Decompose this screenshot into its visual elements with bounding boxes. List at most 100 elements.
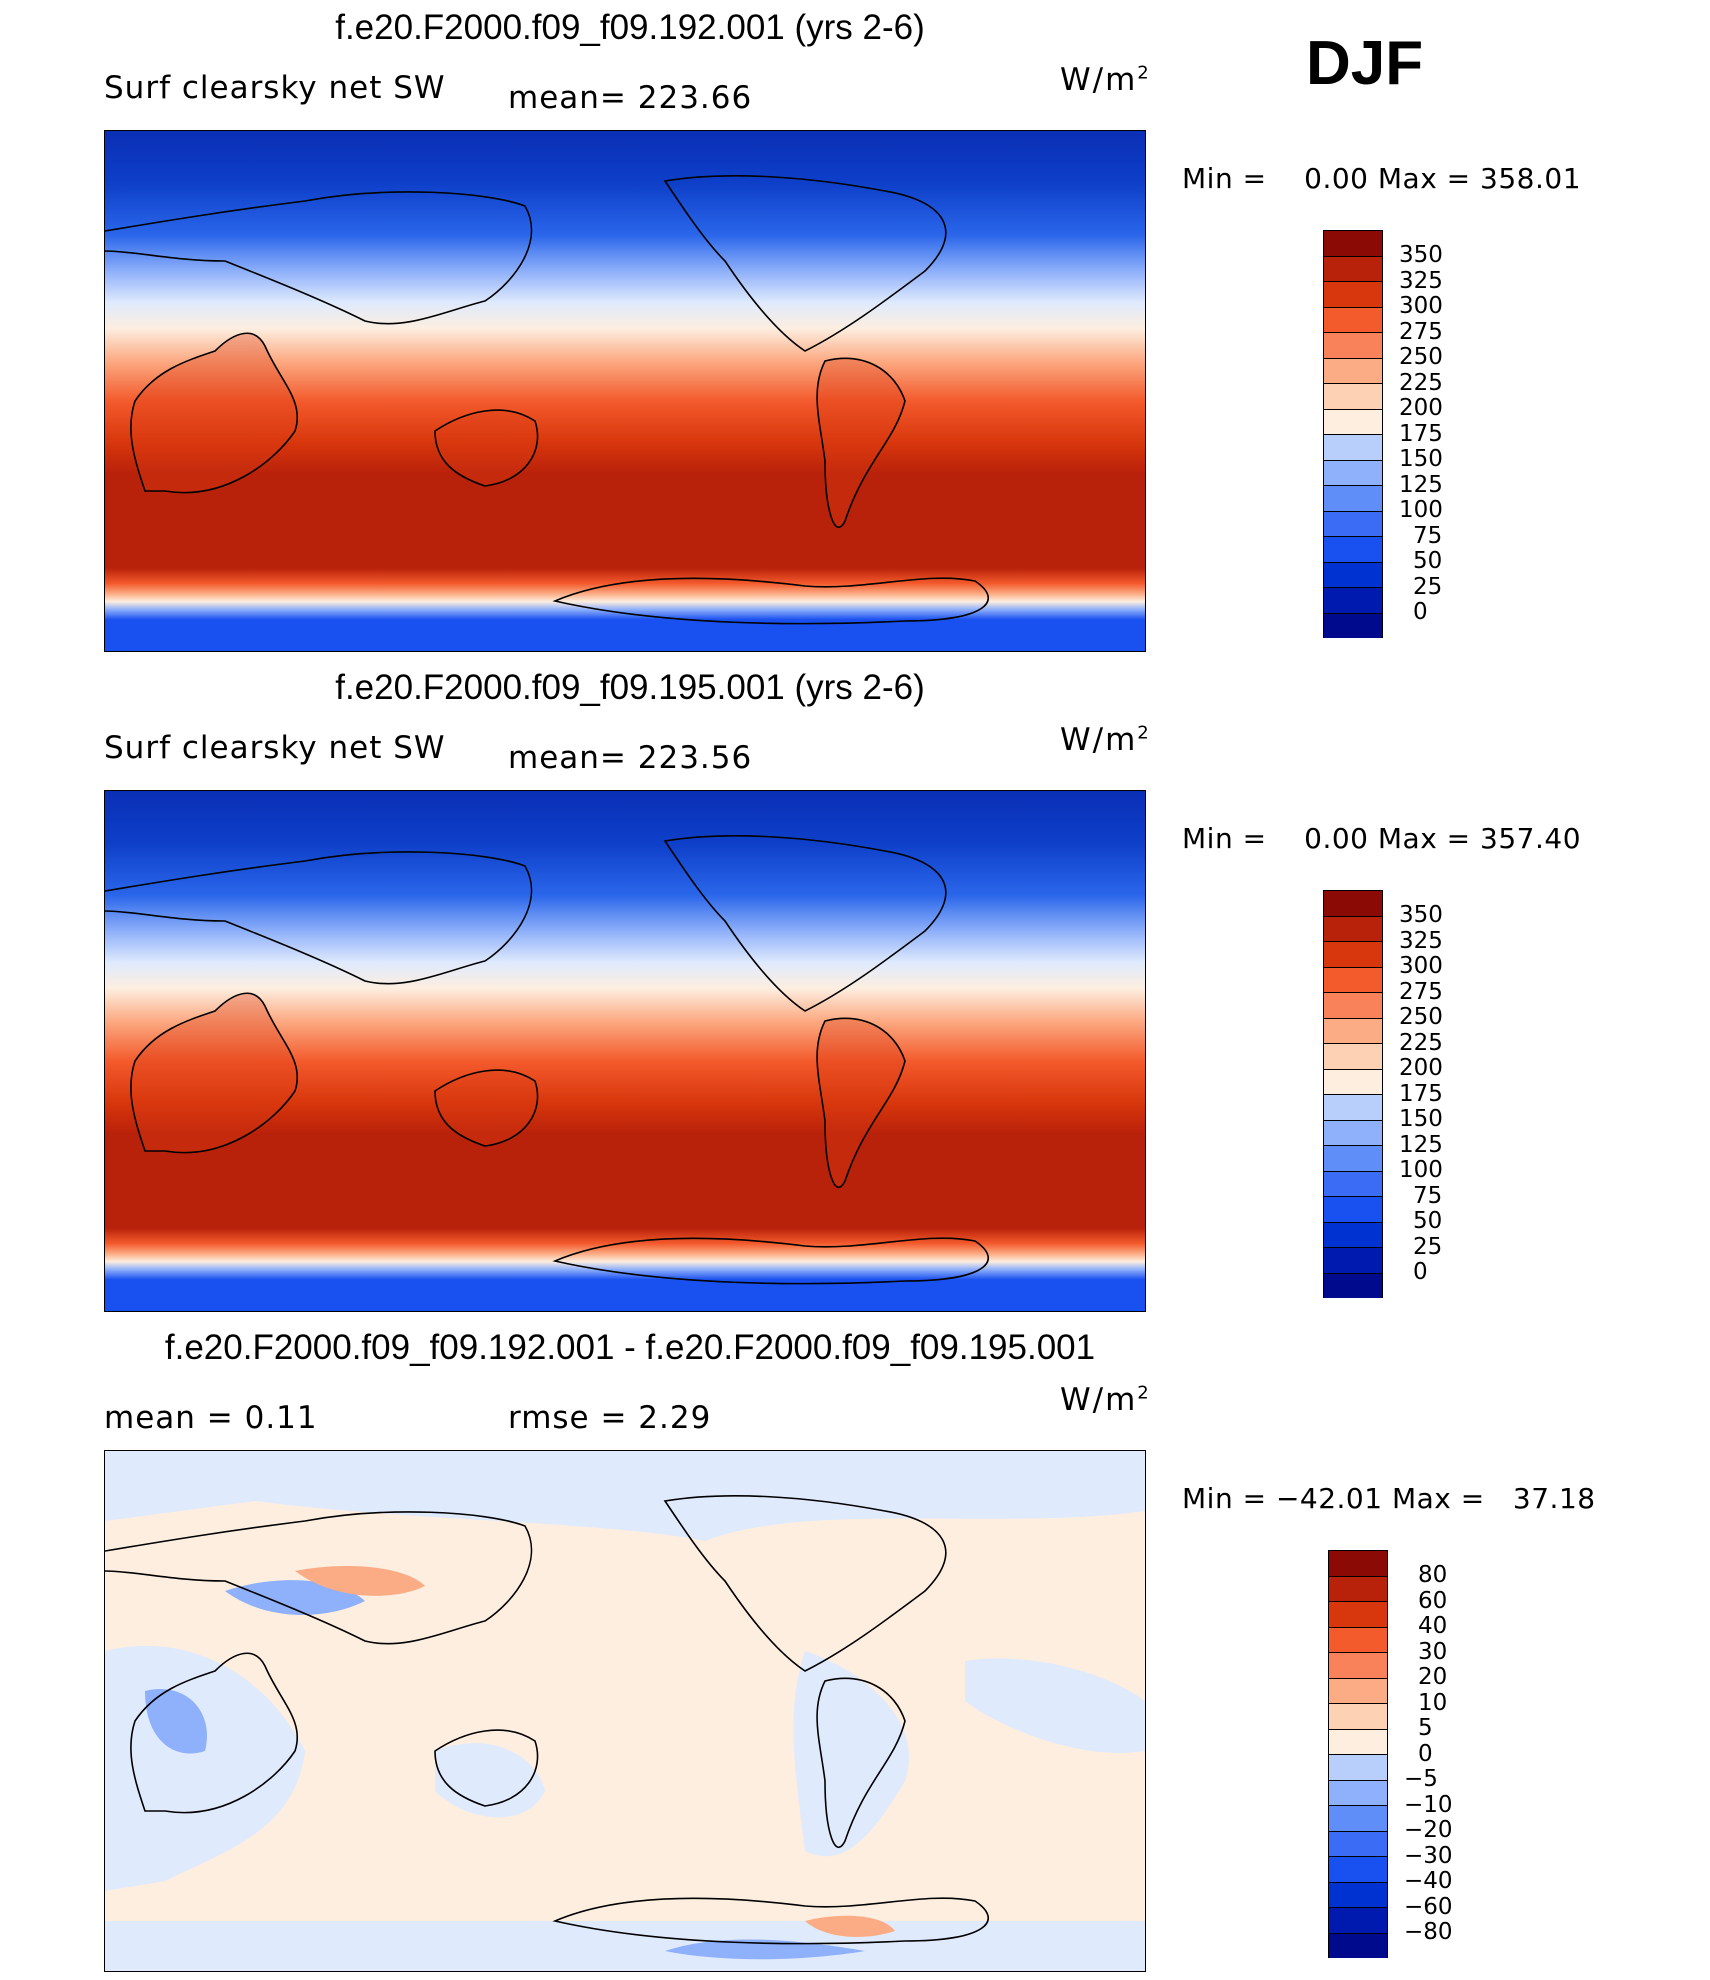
colorbar-swatch: [1323, 966, 1383, 992]
colorbar-swatch: [1323, 941, 1383, 967]
panel-title: f.e20.F2000.f09_f09.192.001 - f.e20.F200…: [164, 1328, 1096, 1367]
colorbar-tick-label: 50: [1413, 548, 1443, 574]
colorbar-tick-label: 100: [1399, 1157, 1443, 1183]
colorbar-tick-label: 125: [1399, 471, 1443, 498]
colorbar-tick-label: 0: [1413, 599, 1428, 625]
colorbar-tick-label: 40: [1418, 1613, 1448, 1639]
colorbar-swatch: [1328, 1677, 1388, 1703]
map-plot: [104, 790, 1146, 1312]
colorbar-tick-label: 25: [1413, 573, 1443, 600]
panel-difference: f.e20.F2000.f09_f09.192.001 - f.e20.F200…: [0, 1320, 1710, 1980]
colorbar-swatch: [1323, 459, 1383, 485]
colorbar-swatch: [1328, 1626, 1388, 1652]
colorbar-swatch: [1328, 1932, 1388, 1958]
colorbar-tick-label: 5: [1418, 1715, 1433, 1741]
colorbar-tick-label: −30: [1404, 1842, 1453, 1869]
variable-label: Surf clearsky net SW: [104, 730, 446, 766]
colorbar-tick-label: 10: [1418, 1689, 1448, 1716]
colorbar-swatch: [1323, 915, 1383, 941]
colorbar-tick-label: 80: [1418, 1562, 1448, 1588]
colorbar-swatch: [1328, 1881, 1388, 1907]
colorbar-tick-label: 75: [1413, 522, 1443, 549]
colorbar-swatch: [1323, 408, 1383, 434]
units-label: W/m2: [1060, 722, 1149, 758]
colorbar-swatch: [1328, 1805, 1388, 1831]
colorbar-swatch: [1323, 434, 1383, 460]
colorbar: 350 325 300 275 250 225 200 175 150 125 100 75 50 25 0: [1323, 230, 1443, 638]
colorbar-swatch: [1328, 1856, 1388, 1882]
colorbar-swatch: [1323, 1145, 1383, 1171]
colorbar-tick-label: 275: [1399, 978, 1443, 1005]
colorbar-swatch: [1328, 1754, 1388, 1780]
rmse-label: rmse = 2.29: [508, 1400, 712, 1436]
colorbar-swatch: [1328, 1575, 1388, 1601]
map-plot: [104, 1450, 1146, 1972]
colorbar-tick-label: 275: [1399, 318, 1443, 345]
colorbar-swatch: [1323, 1247, 1383, 1273]
units-label: W/m2: [1060, 1382, 1149, 1418]
colorbar-swatch: [1323, 1221, 1383, 1247]
colorbar-tick-label: 200: [1399, 395, 1443, 421]
colorbar-tick-label: 350: [1399, 902, 1443, 928]
colorbar-tick-label: 0: [1413, 1259, 1428, 1285]
colorbar-tick-label: 300: [1399, 293, 1443, 319]
colorbar-swatch: [1328, 1779, 1388, 1805]
colorbar-swatch: [1323, 561, 1383, 587]
panel-title: f.e20.F2000.f09_f09.195.001 (yrs 2-6): [335, 668, 925, 707]
colorbar-swatch: [1323, 587, 1383, 613]
colorbar-tick-label: −40: [1404, 1868, 1453, 1894]
colorbar-tick-label: 150: [1399, 446, 1443, 472]
panel-title: f.e20.F2000.f09_f09.192.001 (yrs 2-6): [335, 8, 925, 47]
colorbar-tick-label: 300: [1399, 953, 1443, 979]
colorbar-tick-label: 100: [1399, 497, 1443, 523]
colorbar-tick-label: 225: [1399, 369, 1443, 396]
colorbar-swatch: [1323, 890, 1383, 916]
colorbar-swatch: [1328, 1907, 1388, 1933]
colorbar-swatch: [1323, 992, 1383, 1018]
mean-label: mean= 223.66: [508, 80, 753, 116]
colorbar-swatch: [1328, 1652, 1388, 1678]
variable-label: Surf clearsky net SW: [104, 70, 446, 106]
colorbar-swatch: [1323, 1043, 1383, 1069]
colorbar-tick-label: 20: [1418, 1664, 1448, 1690]
panel-model-192: f.e20.F2000.f09_f09.192.001 (yrs 2-6) Su…: [0, 0, 1710, 660]
colorbar-tick-label: 225: [1399, 1029, 1443, 1056]
colorbar-swatch: [1323, 383, 1383, 409]
min-max-label: Min = 0.00 Max = 358.01: [1182, 162, 1582, 195]
colorbar-tick-label: 250: [1399, 344, 1443, 370]
colorbar-tick-label: 30: [1418, 1638, 1448, 1665]
colorbar-swatch: [1323, 1272, 1383, 1298]
colorbar-tick-label: 0: [1418, 1740, 1433, 1767]
colorbar-tick-label: 25: [1413, 1233, 1443, 1260]
colorbar-swatch: [1323, 1068, 1383, 1094]
season-label: DJF: [1306, 29, 1424, 98]
colorbar-tick-label: 350: [1399, 242, 1443, 268]
colorbar-swatch: [1323, 612, 1383, 638]
colorbar-swatch: [1328, 1601, 1388, 1627]
colorbar-tick-label: 325: [1399, 267, 1443, 294]
colorbar-swatch: [1328, 1550, 1388, 1576]
colorbar-swatch: [1323, 1094, 1383, 1120]
colorbar-tick-label: 250: [1399, 1004, 1443, 1030]
colorbar-swatch: [1323, 306, 1383, 332]
min-max-label: Min = 0.00 Max = 357.40: [1182, 822, 1582, 855]
colorbar-tick-label: 175: [1399, 420, 1443, 447]
colorbar: 80 60 40 30 20 10 5 0 −5 −10 −20 −30 −40 −60 −80: [1328, 1550, 1453, 1958]
colorbar-swatch: [1323, 485, 1383, 511]
colorbar-tick-label: 200: [1399, 1055, 1443, 1081]
map-plot: [104, 130, 1146, 652]
colorbar-tick-label: 175: [1399, 1080, 1443, 1107]
colorbar-swatch: [1323, 1196, 1383, 1222]
colorbar-tick-label: 150: [1399, 1106, 1443, 1132]
mean-label: mean= 223.56: [508, 740, 753, 776]
colorbar-tick-label: 325: [1399, 927, 1443, 954]
colorbar-tick-label: −20: [1404, 1817, 1453, 1843]
colorbar-swatch: [1323, 536, 1383, 562]
colorbar-tick-label: −60: [1404, 1893, 1453, 1920]
colorbar-tick-label: 125: [1399, 1131, 1443, 1158]
colorbar-swatch: [1328, 1703, 1388, 1729]
colorbar-tick-label: 50: [1413, 1208, 1443, 1234]
colorbar-tick-label: 60: [1418, 1587, 1448, 1614]
colorbar-tick-label: −10: [1404, 1791, 1453, 1818]
colorbar-swatch: [1323, 255, 1383, 281]
